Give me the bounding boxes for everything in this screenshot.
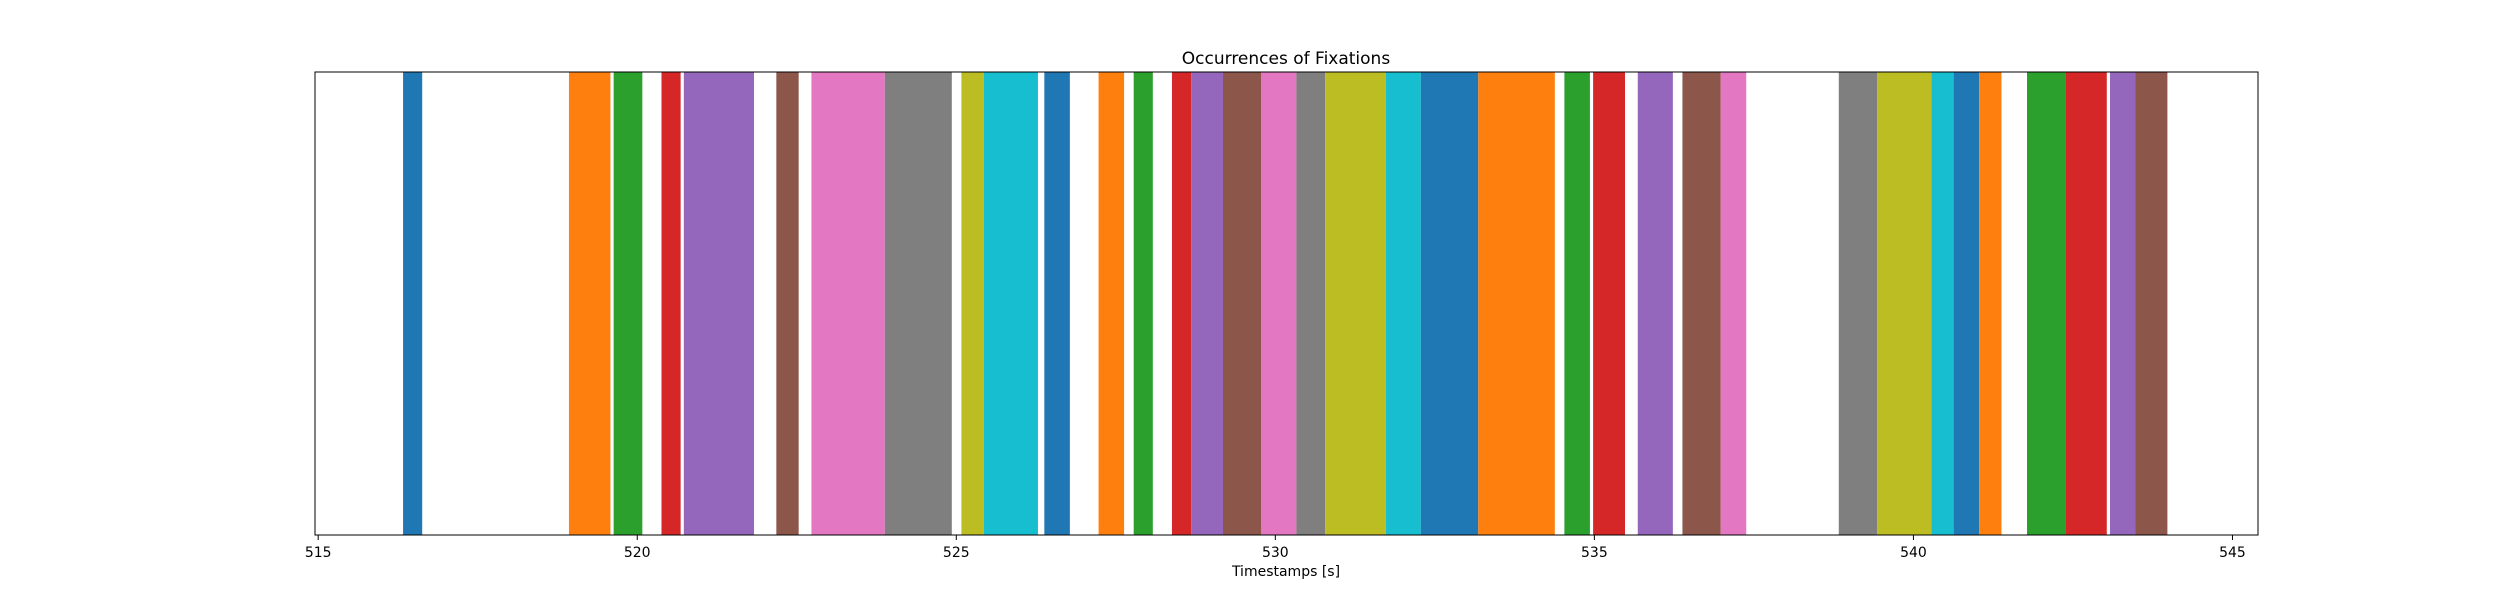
fixation-bar: [2109, 72, 2136, 535]
fixation-bar: [1838, 72, 1878, 535]
fixation-bar: [1261, 72, 1297, 535]
fixation-bar: [1385, 72, 1421, 535]
fixation-bar: [1953, 72, 1980, 535]
fixation-bar: [1720, 72, 1747, 535]
fixation-bar: [613, 72, 643, 535]
fixation-bar: [1637, 72, 1673, 535]
x-axis-ticks: 515 520 525 530 535 540 545: [305, 535, 2246, 561]
fixation-bar: [683, 72, 755, 535]
x-tick-label: 520: [624, 545, 651, 561]
fixation-bar: [1325, 72, 1386, 535]
x-tick-label: 530: [1262, 545, 1289, 561]
fixation-bar: [1223, 72, 1262, 535]
fixation-bar: [1877, 72, 1932, 535]
chart-title: Occurrences of Fixations: [1182, 49, 1391, 69]
fixation-bars: [403, 72, 2168, 535]
fixation-bar: [1593, 72, 1625, 535]
plot-frame: [314, 71, 2259, 536]
fixation-bar: [403, 72, 423, 535]
fixation-bar: [2027, 72, 2066, 535]
fixation-bar: [1191, 72, 1223, 535]
fixation-bar: [661, 72, 681, 535]
fixation-bar: [1133, 72, 1153, 535]
fixation-bar: [1478, 72, 1555, 535]
fixation-bar: [1420, 72, 1479, 535]
fixation-bar: [1171, 72, 1192, 535]
fixation-bar: [1682, 72, 1721, 535]
fixation-bar: [983, 72, 1038, 535]
x-tick-label: 545: [2219, 545, 2246, 561]
fixation-bar: [811, 72, 885, 535]
fixation-bar: [1931, 72, 1954, 535]
x-tick-label: 540: [1900, 545, 1927, 561]
fixation-bar: [568, 72, 611, 535]
fixation-bar: [961, 72, 984, 535]
x-tick-label: 525: [943, 545, 970, 561]
fixation-bar: [2135, 72, 2168, 535]
fixation-bar: [1296, 72, 1326, 535]
fixation-bar: [1979, 72, 2002, 535]
x-axis-label: Timestamps [s]: [1231, 564, 1340, 580]
x-tick-label: 535: [1581, 545, 1608, 561]
fixation-bar: [2065, 72, 2107, 535]
fixation-bar: [1044, 72, 1070, 535]
x-tick-label: 515: [305, 545, 332, 561]
fixation-bar: [1098, 72, 1125, 535]
fixation-bar: [1564, 72, 1590, 535]
fixation-bar: [776, 72, 799, 535]
fixation-bar: [884, 72, 952, 535]
